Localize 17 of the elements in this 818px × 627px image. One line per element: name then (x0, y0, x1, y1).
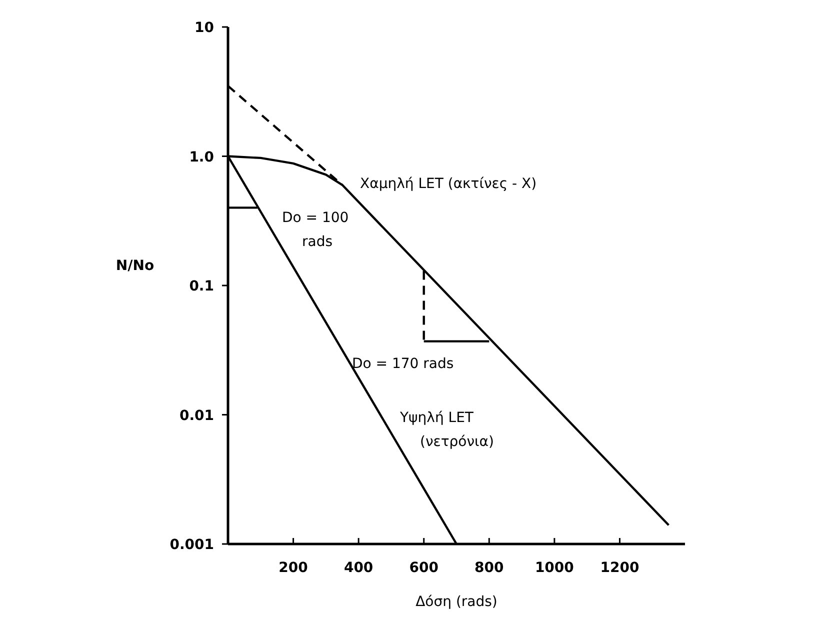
y-tick-label: 0.001 (170, 537, 214, 553)
annotation: Υψηλή LET (νετρόνια) (399, 410, 494, 450)
x-tick-label: 400 (344, 560, 374, 576)
y-tick-label: 0.1 (189, 278, 214, 294)
annotation: Do = 170 rads (352, 356, 454, 372)
x-tick-label: 800 (474, 560, 504, 576)
x-tick-label: 600 (409, 560, 439, 576)
x-tick-label: 200 (278, 560, 308, 576)
y-tick-label: 10 (194, 20, 214, 36)
y-tick-label: 0.01 (179, 408, 214, 424)
annotation: Χαμηλή LET (ακτίνες - X) (360, 176, 537, 192)
x-tick-label: 1200 (600, 560, 640, 576)
annotation: Do = 100 rads (282, 210, 349, 250)
y-axis-title: N/No (116, 258, 154, 274)
y-tick-label: 1.0 (189, 149, 214, 166)
x-tick-label: 1000 (534, 560, 574, 576)
x-axis-title: Δόση (rads) (416, 594, 498, 610)
